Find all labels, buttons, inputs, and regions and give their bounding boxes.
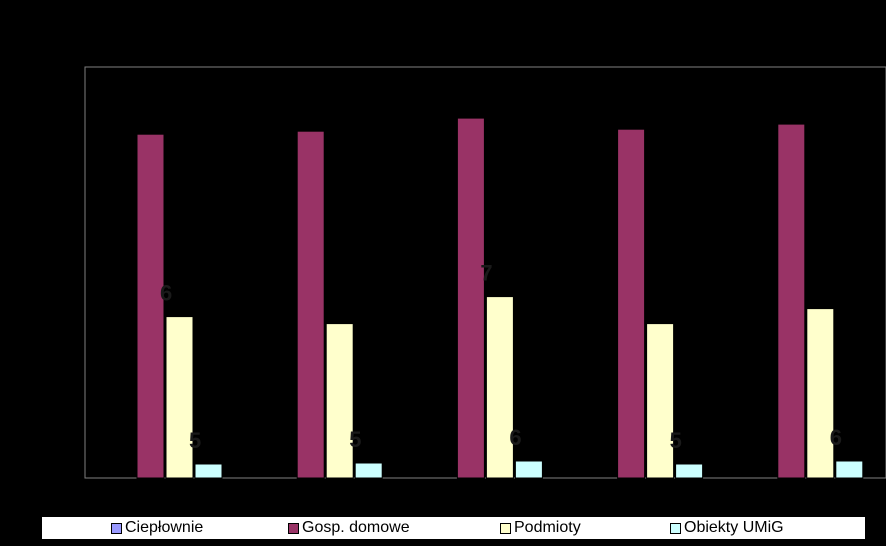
labels-layer: 6 5 5 7 6 5 6 [160,261,842,453]
bar-3-4 [835,460,864,479]
legend-item-1: Gosp. domowe [288,519,410,537]
legend-swatch-0 [111,522,122,534]
legend-swatch-1 [288,522,299,534]
legend: Ciepłownie Gosp. domowe Podmioty Obiekty UM… [41,516,866,540]
bar-1-4 [777,123,806,479]
bar-2-2 [485,296,514,479]
data-label-4: 6 [509,425,521,450]
bar-1-0 [136,133,165,479]
bar-2-0 [165,316,194,479]
bar-3-3 [675,463,704,479]
data-label-6: 6 [830,425,842,450]
bar-2-1 [325,323,354,479]
data-label-1: 5 [189,428,201,453]
legend-label-1: Gosp. domowe [302,519,410,536]
plot-area [84,66,886,479]
legend-item-0: Ciepłownie [111,519,203,537]
data-label-0: 6 [160,281,172,306]
bar-1-1 [296,130,325,479]
bar-1-3 [617,128,646,479]
bar-1-2 [456,117,485,479]
legend-label-3: Obiekty UMiG [684,519,784,536]
legend-swatch-2 [500,522,511,534]
legend-item-2: Podmioty [500,519,581,537]
bars-layer [136,117,864,479]
data-label-2: 5 [349,427,361,452]
bar-3-2 [514,460,543,479]
legend-label-0: Ciepłownie [125,519,204,536]
bar-3-0 [194,463,223,479]
data-label-3: 7 [480,261,492,286]
legend-label-2: Podmioty [514,519,581,536]
legend-swatch-3 [670,522,681,534]
legend-item-3: Obiekty UMiG [670,519,784,537]
bar-2-3 [646,323,675,479]
bar-3-1 [354,462,383,479]
data-label-5: 5 [670,428,682,453]
bar-2-4 [806,308,835,479]
